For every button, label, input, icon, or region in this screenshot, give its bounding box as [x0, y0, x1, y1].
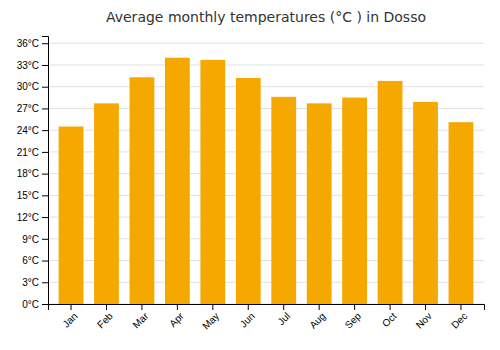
- bar: [59, 127, 84, 304]
- x-tick: Feb: [95, 304, 115, 330]
- bar: [378, 81, 403, 304]
- y-tick-mark: [42, 195, 48, 196]
- x-tick-label: Dec: [449, 310, 469, 330]
- x-tick: Aug: [307, 304, 327, 331]
- grid: [48, 43, 484, 304]
- grid-line: [48, 64, 484, 65]
- y-tick-mark: [42, 282, 48, 283]
- x-tick-label: Jun: [238, 310, 257, 329]
- y-tick: 21°C: [17, 147, 48, 158]
- x-tick-mark: [460, 304, 461, 310]
- x-tick-mark: [425, 304, 426, 310]
- y-tick-mark: [42, 65, 48, 66]
- x-tick-mark: [354, 304, 355, 310]
- x-tick-label: May: [200, 310, 221, 331]
- bar: [94, 103, 119, 304]
- grid-line: [48, 86, 484, 87]
- x-tick: Apr: [167, 304, 186, 329]
- bar: [236, 78, 261, 304]
- x-tick-mark: [141, 304, 142, 310]
- y-tick-label: 18°C: [17, 168, 39, 179]
- y-tick: 12°C: [17, 212, 48, 223]
- x-tick: Dec: [449, 304, 469, 331]
- x-tick: May: [200, 304, 221, 332]
- y-tick-label: 21°C: [17, 147, 39, 158]
- y-tick: 33°C: [17, 60, 48, 71]
- x-tick: Jun: [238, 304, 257, 330]
- y-tick: 27°C: [17, 103, 48, 114]
- y-tick: 3°C: [22, 277, 48, 288]
- plot: 0°C 3°C 6°C 9°C 12°C 15°C 18°C 21°C 24°C 27°C 30°C…: [17, 37, 485, 332]
- y-tick-label: 6°C: [22, 255, 39, 266]
- bar: [449, 122, 474, 304]
- x-tick-label: Mar: [130, 310, 150, 330]
- x-tick-label: Jul: [275, 310, 292, 327]
- bar: [413, 102, 438, 304]
- y-tick: 30°C: [17, 81, 48, 92]
- y-axis: 0°C 3°C 6°C 9°C 12°C 15°C 18°C 21°C 24°C 27°C 30°C…: [17, 37, 49, 310]
- y-tick: 6°C: [22, 255, 48, 266]
- bar: [130, 77, 155, 304]
- y-tick: 24°C: [17, 125, 48, 136]
- y-tick-mark: [42, 130, 48, 131]
- x-tick-mark: [106, 304, 107, 310]
- x-tick-mark: [390, 304, 391, 310]
- bar: [165, 58, 190, 304]
- y-tick-mark: [42, 304, 48, 305]
- y-tick-label: 3°C: [22, 277, 39, 288]
- x-tick: Oct: [380, 304, 399, 329]
- y-tick: 36°C: [17, 38, 48, 49]
- y-tick-mark: [42, 108, 48, 109]
- bar: [307, 103, 332, 304]
- x-tick-label: Apr: [167, 310, 186, 329]
- y-tick-label: 12°C: [17, 212, 39, 223]
- y-tick-label: 24°C: [17, 125, 39, 136]
- chart: 0°C 3°C 6°C 9°C 12°C 15°C 18°C 21°C 24°C 27°C 30°C…: [0, 0, 500, 350]
- x-tick-mark: [319, 304, 320, 310]
- y-tick-mark: [42, 174, 48, 175]
- bars: [59, 58, 474, 304]
- y-tick-mark: [42, 87, 48, 88]
- x-tick: Sep: [343, 304, 364, 331]
- x-tick-mark: [177, 304, 178, 310]
- y-tick-label: 36°C: [17, 38, 39, 49]
- x-tick-label: Aug: [307, 310, 327, 330]
- x-tick-mark: [71, 304, 72, 310]
- y-tick-label: 9°C: [22, 234, 39, 245]
- y-tick-label: 27°C: [17, 103, 39, 114]
- bar: [271, 97, 296, 304]
- y-tick-label: 30°C: [17, 81, 39, 92]
- x-tick-label: Feb: [95, 310, 115, 330]
- y-tick-mark: [42, 152, 48, 153]
- x-axis: Jan Feb Mar Apr May Jun Jul Aug Sep Oct Nov Dec: [49, 304, 485, 332]
- y-tick: 9°C: [22, 234, 48, 245]
- x-axis-line: [49, 305, 485, 311]
- y-tick: 18°C: [17, 168, 48, 179]
- x-tick: Mar: [130, 304, 150, 330]
- x-tick: Jan: [60, 304, 79, 330]
- grid-line: [48, 43, 484, 44]
- bar: [200, 60, 225, 304]
- x-tick-mark: [283, 304, 284, 310]
- y-tick-mark: [42, 43, 48, 44]
- title: Average monthly temperatures (°C ) in Do…: [106, 9, 426, 25]
- y-tick: 0°C: [22, 299, 48, 310]
- x-tick: Jul: [275, 304, 292, 327]
- x-tick-label: Sep: [343, 310, 364, 331]
- y-tick-mark: [42, 239, 48, 240]
- y-tick-label: 15°C: [17, 190, 39, 201]
- x-tick-label: Oct: [380, 310, 399, 329]
- y-tick-mark: [42, 217, 48, 218]
- bar: [342, 98, 367, 304]
- y-tick-label: 33°C: [17, 60, 39, 71]
- x-tick: Nov: [414, 304, 434, 331]
- x-tick-mark: [248, 304, 249, 310]
- x-tick-label: Jan: [60, 310, 79, 329]
- x-tick-mark: [212, 304, 213, 310]
- y-tick-mark: [42, 261, 48, 262]
- y-tick: 15°C: [17, 190, 48, 201]
- x-tick-label: Nov: [414, 310, 434, 330]
- y-axis-line: [42, 37, 49, 305]
- y-tick-label: 0°C: [22, 299, 39, 310]
